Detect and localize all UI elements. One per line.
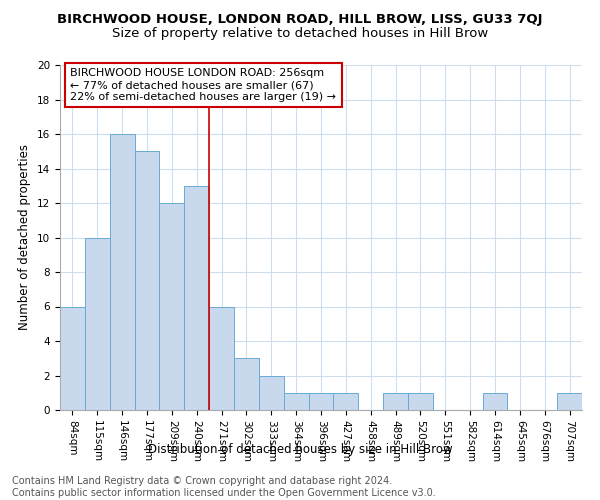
Bar (383, 393, 408, 410)
Bar (408, 393, 433, 410)
Y-axis label: Number of detached properties: Number of detached properties (19, 144, 31, 330)
Text: Distribution of detached houses by size in Hill Brow: Distribution of detached houses by size … (148, 442, 452, 456)
Text: BIRCHWOOD HOUSE LONDON ROAD: 256sqm
← 77% of detached houses are smaller (67)
22: BIRCHWOOD HOUSE LONDON ROAD: 256sqm ← 77… (70, 68, 337, 102)
Bar (334, 393, 358, 410)
Text: Size of property relative to detached houses in Hill Brow: Size of property relative to detached ho… (112, 28, 488, 40)
Bar (234, 358, 259, 410)
Bar (557, 393, 582, 410)
Bar (110, 134, 134, 410)
Bar (284, 393, 308, 410)
Bar (259, 376, 284, 410)
Bar (85, 238, 110, 410)
Text: BIRCHWOOD HOUSE, LONDON ROAD, HILL BROW, LISS, GU33 7QJ: BIRCHWOOD HOUSE, LONDON ROAD, HILL BROW,… (57, 12, 543, 26)
Bar (209, 306, 234, 410)
Bar (160, 203, 184, 410)
Bar (60, 306, 85, 410)
Text: Contains HM Land Registry data © Crown copyright and database right 2024.
Contai: Contains HM Land Registry data © Crown c… (12, 476, 436, 498)
Bar (134, 152, 160, 410)
Bar (482, 393, 508, 410)
Bar (308, 393, 334, 410)
Bar (184, 186, 209, 410)
